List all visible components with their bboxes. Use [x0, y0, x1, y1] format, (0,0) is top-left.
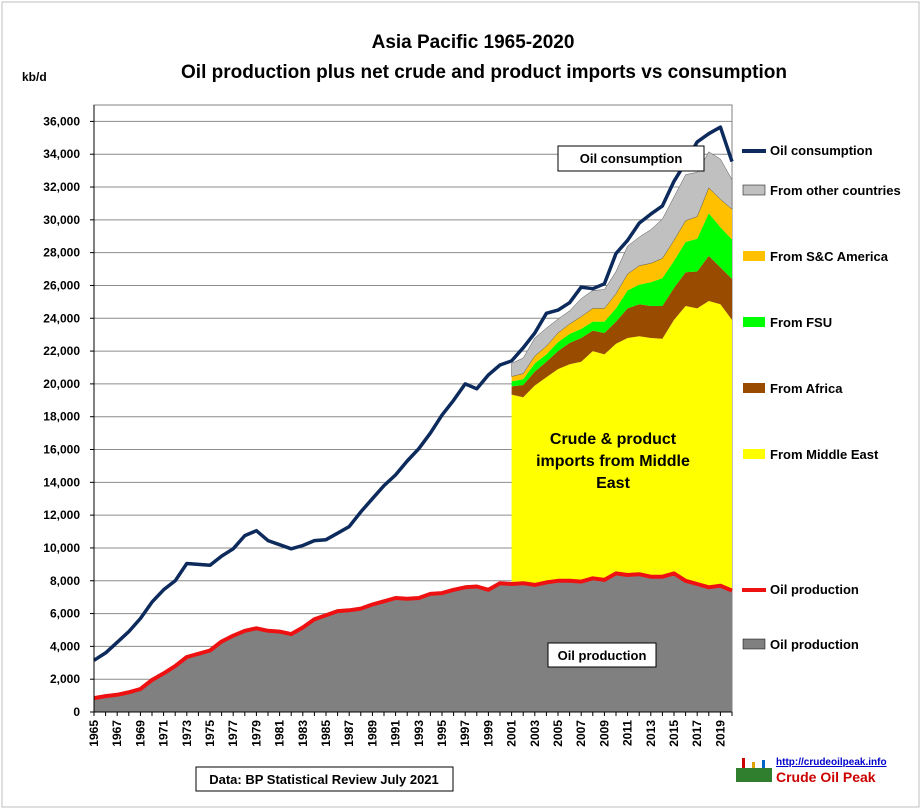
- x-tick-label: 1997: [458, 720, 472, 747]
- y-tick-label: 32,000: [43, 180, 80, 194]
- y-tick-label: 12,000: [43, 508, 80, 522]
- y-tick-label: 18,000: [43, 410, 80, 424]
- x-axis-ticks: 1965 1967 1969 1971 1973 1975 1977 1979 1981 1983…: [87, 712, 733, 747]
- y-tick-label: 6,000: [50, 607, 80, 621]
- logo-rig-icon-3: [762, 760, 765, 768]
- x-tick-label: 2005: [551, 720, 565, 747]
- legend-swatch-middle-east: [743, 449, 765, 459]
- source-box: [195, 766, 454, 792]
- middle-east-area: [511, 301, 732, 591]
- legend-label-sc-america: From S&C America: [770, 249, 889, 264]
- legend-label-production-area: Oil production: [770, 637, 859, 652]
- x-tick-label: 1971: [157, 720, 171, 747]
- chart-subtitle: Oil production plus net crude and produc…: [181, 62, 787, 83]
- logo-ground-icon: [736, 768, 772, 782]
- x-tick-label: 1995: [435, 720, 449, 747]
- x-tick-label: 2013: [644, 720, 658, 747]
- legend-swatch-production-area: [742, 638, 766, 650]
- y-tick-label: 16,000: [43, 443, 80, 457]
- chart-title: Asia Pacific 1965-2020: [372, 32, 575, 53]
- legend-label-africa: From Africa: [770, 381, 843, 396]
- production-area: [94, 573, 732, 712]
- production-label: Oil production: [558, 648, 647, 663]
- y-tick-label: 34,000: [43, 147, 80, 161]
- y-tick-label: 10,000: [43, 541, 80, 555]
- x-tick-label: 2003: [528, 720, 542, 747]
- y-tick-label: 8,000: [50, 574, 80, 588]
- stacked-areas: [94, 151, 733, 712]
- legend-label-other: From other countries: [770, 183, 901, 198]
- x-tick-label: 1991: [389, 720, 403, 747]
- x-tick-label: 1993: [412, 720, 426, 747]
- consumption-label: Oil consumption: [580, 151, 683, 166]
- y-tick-label: 26,000: [43, 278, 80, 292]
- x-tick-label: 1989: [365, 720, 379, 747]
- logo-name: Crude Oil Peak: [776, 769, 876, 785]
- consumption-label-box: [557, 145, 705, 172]
- legend-label-fsu: From FSU: [770, 315, 832, 330]
- x-tick-label: 1973: [180, 720, 194, 747]
- y-tick-label: 24,000: [43, 311, 80, 325]
- legend-label-production-line: Oil production: [770, 582, 859, 597]
- x-tick-label: 1967: [110, 720, 124, 747]
- x-tick-label: 1981: [273, 720, 287, 747]
- x-tick-label: 2019: [713, 720, 727, 747]
- y-tick-label: 2,000: [50, 672, 80, 686]
- y-tick-label: 28,000: [43, 246, 80, 260]
- x-tick-label: 2007: [574, 720, 588, 747]
- y-tick-label: 30,000: [43, 213, 80, 227]
- logo-url[interactable]: http://crudeoilpeak.info: [776, 757, 887, 768]
- legend: Oil consumption From other countries Fro…: [742, 143, 901, 652]
- y-axis-ticks: 0 2,000 4,000 6,000 8,000 10,000 12,000 14,000 1…: [43, 114, 94, 719]
- y-tick-label: 36,000: [43, 114, 80, 128]
- legend-label-consumption: Oil consumption: [770, 143, 873, 158]
- y-tick-label: 0: [73, 705, 80, 719]
- legend-swatch-fsu: [743, 317, 765, 327]
- x-tick-label: 1987: [342, 720, 356, 747]
- x-tick-label: 1969: [133, 720, 147, 747]
- consumption-line: [93, 125, 734, 662]
- x-tick-label: 1965: [87, 720, 101, 747]
- series-lines: [93, 125, 734, 701]
- legend-swatch-africa: [743, 383, 765, 393]
- sc-america-area: [511, 187, 732, 382]
- x-tick-label: 2015: [667, 720, 681, 747]
- x-tick-label: 1977: [226, 720, 240, 747]
- x-tick-label: 2011: [621, 720, 635, 746]
- imports-label-line1: Crude & product: [550, 431, 677, 448]
- y-tick-label: 14,000: [43, 475, 80, 489]
- y-tick-label: 22,000: [43, 344, 80, 358]
- x-tick-label: 1999: [481, 720, 495, 747]
- africa-area: [511, 255, 732, 398]
- logo-rig-icon-2: [752, 762, 755, 768]
- legend-swatch-other: [742, 184, 766, 196]
- imports-label-line2: imports from Middle: [536, 453, 690, 470]
- production-line: [93, 571, 733, 701]
- source-note: Data: BP Statistical Review July 2021: [209, 772, 439, 787]
- legend-label-middle-east: From Middle East: [770, 447, 879, 462]
- x-tick-label: 1979: [249, 720, 263, 747]
- logo-rig-icon: [742, 758, 745, 768]
- x-tick-label: 1975: [203, 720, 217, 747]
- y-tick-label: 20,000: [43, 377, 80, 391]
- imports-label-line3: East: [596, 475, 630, 492]
- y-axis-label: kb/d: [22, 70, 47, 84]
- fsu-area: [511, 213, 732, 387]
- other-countries-area: [511, 151, 733, 377]
- crude-oil-peak-logo[interactable]: http://crudeoilpeak.info Crude Oil Peak: [736, 757, 887, 785]
- y-tick-label: 4,000: [50, 639, 80, 653]
- x-tick-label: 1983: [296, 720, 310, 747]
- production-label-box: [547, 642, 657, 668]
- legend-swatch-sc-america: [743, 251, 765, 261]
- x-tick-label: 2017: [690, 720, 704, 747]
- x-tick-label: 1985: [319, 720, 333, 747]
- x-tick-label: 2001: [505, 720, 519, 747]
- x-tick-label: 2009: [597, 720, 611, 747]
